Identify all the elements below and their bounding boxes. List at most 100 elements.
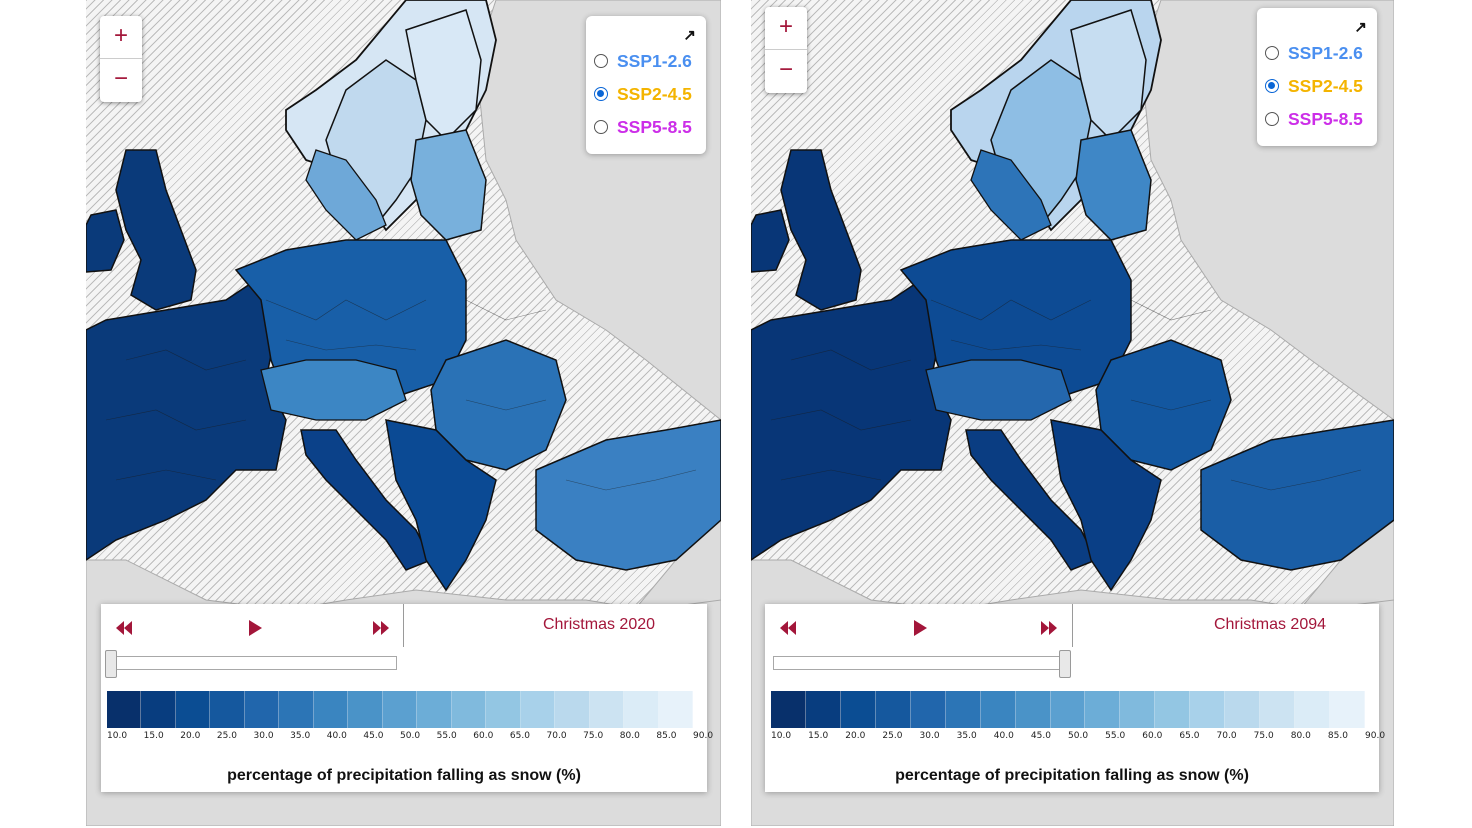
legend-color-swatch [141, 691, 176, 728]
scenario-option-ssp2[interactable]: SSP2-4.5 [1265, 73, 1363, 99]
color-legend-bar [107, 691, 703, 728]
legend-tick-label: 90.0 [693, 731, 714, 741]
region-east [430, 339, 567, 471]
timeline-legend-panel: Christmas 2020 10.0 15.0 20.0 25.0 30.0 35.0 4… [101, 604, 713, 792]
radio-unchecked[interactable] [594, 54, 608, 68]
scenario-label: SSP1-2.6 [617, 50, 692, 71]
scenario-label: SSP2-4.5 [1288, 75, 1363, 96]
legend-tick-label: 15.0 [143, 731, 164, 741]
scenario-label: SSP1-2.6 [1288, 42, 1363, 63]
region-uk [115, 149, 197, 311]
zoom-control: + − [765, 7, 807, 93]
legend-color-swatch [658, 691, 693, 728]
radio-unchecked[interactable] [1265, 46, 1279, 60]
radio-checked[interactable] [1265, 79, 1279, 93]
legend-color-swatch [175, 691, 211, 728]
legend-color-swatch [1190, 691, 1226, 728]
zoom-out-button[interactable]: − [100, 58, 142, 101]
scenario-option-ssp5[interactable]: SSP5-8.5 [594, 114, 692, 140]
region-finland [405, 9, 482, 142]
region-france-iberia [86, 278, 287, 561]
legend-tick-label: 85.0 [1327, 731, 1348, 741]
radio-checked[interactable] [594, 87, 608, 101]
region-southern-sweden [305, 149, 387, 241]
legend-tick-labels: 10.0 15.0 20.0 25.0 30.0 35.0 40.0 45.0 50.0 55.0… [107, 731, 713, 743]
expand-arrow-icon[interactable]: ↗ [1354, 19, 1367, 36]
scenario-option-ssp2[interactable]: SSP2-4.5 [594, 81, 692, 107]
time-slider-track[interactable] [109, 656, 397, 670]
scenario-option-ssp5[interactable]: SSP5-8.5 [1265, 106, 1363, 132]
legend-color-swatch [1155, 691, 1191, 728]
legend-color-swatch [910, 691, 946, 728]
legend-tick-label: 25.0 [216, 731, 237, 741]
time-slider-handle[interactable] [105, 650, 117, 678]
legend-color-swatch [210, 691, 245, 728]
region-turkey [535, 419, 721, 571]
legend-tick-label: 55.0 [1105, 731, 1126, 741]
region-italy [965, 429, 1098, 571]
zoom-in-button[interactable]: + [778, 13, 793, 40]
zoom-in-button[interactable]: + [113, 22, 128, 49]
play-icon[interactable] [910, 618, 930, 638]
legend-color-swatch [980, 691, 1016, 728]
region-alps [260, 359, 407, 421]
time-title: Christmas 2020 [542, 616, 656, 633]
scenario-option-ssp1[interactable]: SSP1-2.6 [594, 48, 692, 74]
time-slider-track[interactable] [773, 656, 1069, 670]
radio-unchecked[interactable] [1265, 112, 1279, 126]
expand-arrow-icon[interactable]: ↗ [683, 27, 696, 44]
legend-tick-label: 45.0 [1030, 731, 1051, 741]
legend-tick-label: 80.0 [1290, 731, 1311, 741]
rewind-icon[interactable] [114, 618, 134, 638]
divider [1072, 604, 1073, 647]
region-turkey [1200, 419, 1394, 571]
scenario-label: SSP5-8.5 [1288, 108, 1363, 129]
region-borders [105, 299, 697, 491]
zoom-out-button[interactable]: − [765, 49, 807, 92]
legend-caption: percentage of precipitation falling as s… [895, 767, 1249, 784]
legend-color-swatch [313, 691, 349, 728]
legend-color-swatch [244, 691, 280, 728]
legend-tick-label: 90.0 [1365, 731, 1386, 741]
legend-tick-label: 10.0 [107, 731, 128, 741]
color-legend-bar [771, 691, 1375, 728]
legend-tick-label: 60.0 [473, 731, 494, 741]
legend-color-swatch [1260, 691, 1296, 728]
radio-unchecked[interactable] [594, 120, 608, 134]
scenario-label: SSP5-8.5 [617, 116, 692, 137]
scenario-option-ssp1[interactable]: SSP1-2.6 [1265, 40, 1363, 66]
time-slider-handle[interactable] [1059, 650, 1071, 678]
fast-forward-icon[interactable] [371, 618, 391, 638]
legend-color-swatch [1120, 691, 1156, 728]
rewind-icon[interactable] [778, 618, 798, 638]
legend-color-swatch [1085, 691, 1121, 728]
legend-tick-label: 55.0 [436, 731, 457, 741]
map-panel-right[interactable]: + − ↗ SSP1-2.6 SSP2-4.5 SSP5-8.5 Christm… [751, 0, 1394, 826]
legend-tick-label: 50.0 [400, 731, 421, 741]
legend-color-swatch [589, 691, 625, 728]
region-east [1095, 339, 1232, 471]
legend-tick-label: 25.0 [882, 731, 903, 741]
region-ireland [86, 209, 125, 273]
legend-tick-label: 30.0 [253, 731, 274, 741]
legend-color-swatch [875, 691, 911, 728]
fast-forward-icon[interactable] [1039, 618, 1059, 638]
legend-tick-label: 40.0 [326, 731, 347, 741]
legend-color-swatch [107, 691, 142, 728]
legend-color-swatch [805, 691, 841, 728]
region-balkans [385, 419, 497, 592]
legend-tick-label: 50.0 [1068, 731, 1089, 741]
legend-color-swatch [771, 691, 806, 728]
legend-color-swatch [555, 691, 590, 728]
region-alps [925, 359, 1072, 421]
map-panel-left[interactable]: + − ↗ SSP1-2.6 SSP2-4.5 SSP5-8.5 Christm… [86, 0, 721, 826]
region-italy [300, 429, 433, 571]
legend-tick-label: 80.0 [619, 731, 640, 741]
legend-tick-label: 65.0 [1179, 731, 1200, 741]
time-title: Christmas 2094 [1213, 616, 1327, 633]
legend-tick-label: 15.0 [808, 731, 829, 741]
timeline-legend-panel: Christmas 2094 10.0 15.0 20.0 25.0 30.0 35.0 4… [765, 604, 1385, 792]
play-icon[interactable] [245, 618, 265, 638]
legend-tick-label: 30.0 [919, 731, 940, 741]
legend-color-swatch [1015, 691, 1051, 728]
